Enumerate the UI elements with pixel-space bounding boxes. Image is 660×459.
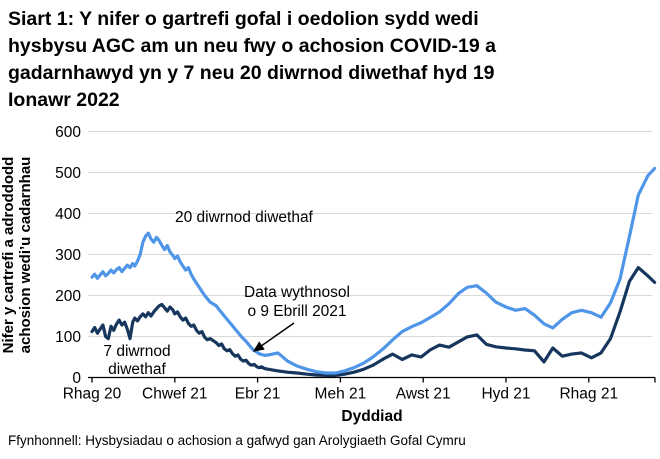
gridlines xyxy=(88,131,652,337)
title-line-4: Ionawr 2022 xyxy=(8,89,120,111)
data-series xyxy=(90,166,657,377)
y-tick-label: 300 xyxy=(55,247,81,264)
x-tick-label: Rhag 21 xyxy=(559,386,618,403)
series-7-day-label-line-1: 7 diwrnod xyxy=(103,343,170,360)
x-tick-label: Hyd 21 xyxy=(481,386,530,403)
y-tick-label: 100 xyxy=(55,329,81,346)
x-tick-label: Awst 21 xyxy=(396,386,451,403)
y-tick-label: 200 xyxy=(55,288,81,305)
series-7-day-label-line-2: diwethaf xyxy=(108,361,166,378)
y-tick-label: 0 xyxy=(72,370,81,387)
title-line-2: hysbysu AGC am un neu fwy o achosion COV… xyxy=(8,35,496,57)
y-tick-label: 600 xyxy=(55,124,81,141)
y-axis-title-line-2: achosion wedi’u cadarnhau xyxy=(17,157,34,354)
series-line-7-day xyxy=(90,266,657,377)
y-axis-title-line-1: Nifer y cartrefi a adroddodd xyxy=(0,157,17,354)
weekly-note-arrow xyxy=(252,322,295,352)
x-tick-label: Chwef 21 xyxy=(142,386,207,403)
source-note: Ffynhonnell: Hysbysiadau o achosion a ga… xyxy=(8,433,466,448)
x-tick-label: Ebr 21 xyxy=(235,386,281,403)
series-line-20-day xyxy=(90,166,657,375)
series-20-day-label: 20 diwrnod diwethaf xyxy=(175,209,314,226)
x-axis-title: Dyddiad xyxy=(341,408,402,425)
y-tick-label: 400 xyxy=(55,206,81,223)
x-tick-label: Rhag 20 xyxy=(63,386,122,403)
weekly-note-line-1: Data wythnosol xyxy=(244,284,350,301)
title-line-3: gadarnhawyd yn y 7 neu 20 diwrnod diweth… xyxy=(8,62,495,84)
x-tick-label: Meh 21 xyxy=(315,386,367,403)
axes: 0 100 200 300 400 500 600 Rhag 20 Chwef 21 Ebr 21… xyxy=(55,124,656,403)
page-title: Siart 1: Y nifer o gartrefi gofal i oedo… xyxy=(8,6,496,114)
weekly-note-line-2: o 9 Ebrill 2021 xyxy=(247,303,346,320)
line-chart: 0 100 200 300 400 500 600 Rhag 20 Chwef 21 Ebr 21… xyxy=(0,124,657,425)
y-tick-label: 500 xyxy=(55,165,81,182)
title-line-1: Siart 1: Y nifer o gartrefi gofal i oedo… xyxy=(8,8,479,30)
